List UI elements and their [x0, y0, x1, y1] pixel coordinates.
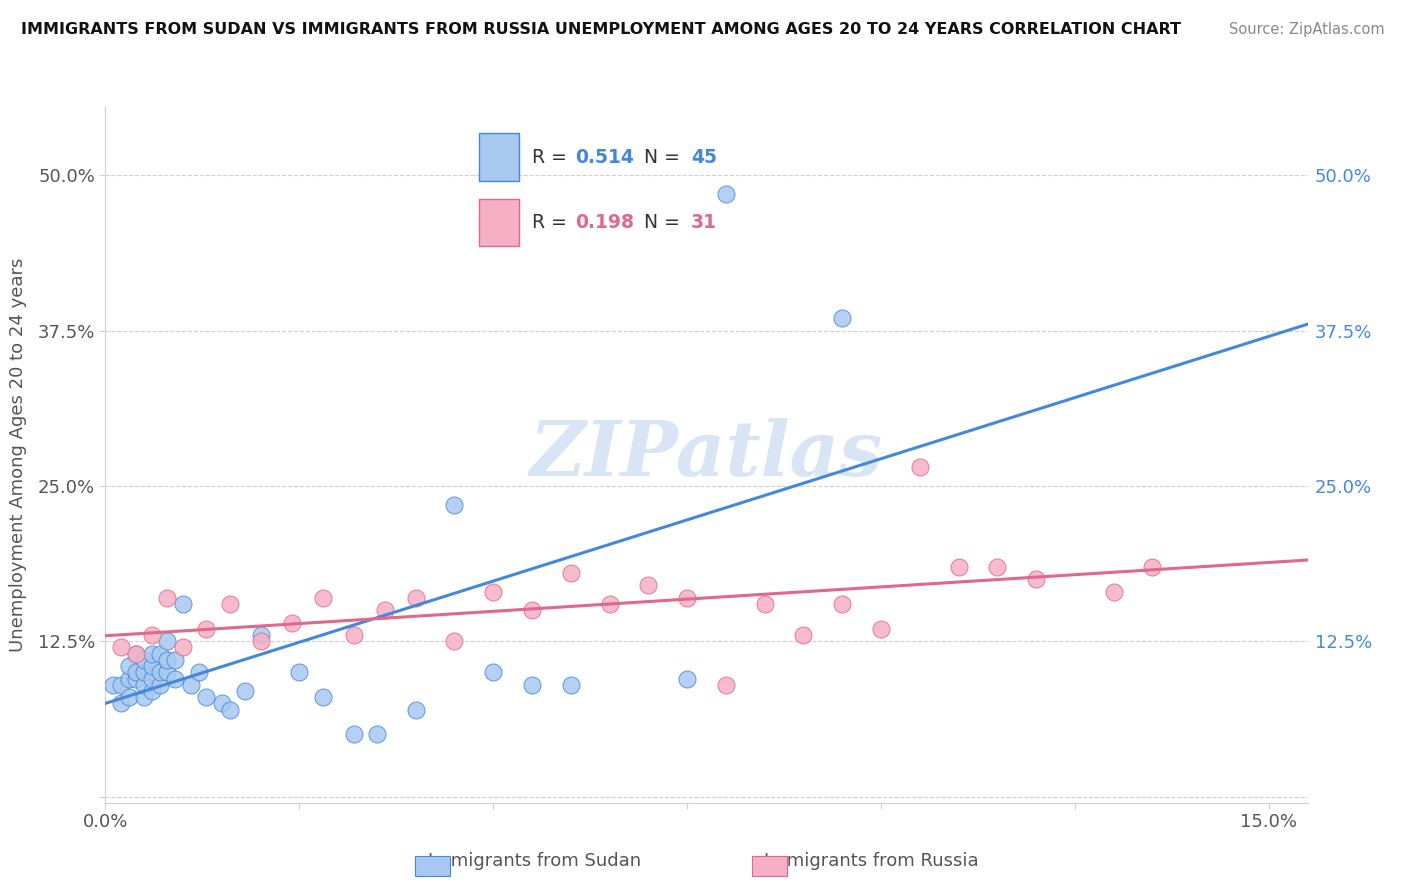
- Point: [405, 703, 427, 717]
- Point: [482, 584, 505, 599]
- Point: [218, 703, 240, 717]
- Point: [366, 727, 388, 741]
- Point: [165, 672, 187, 686]
- Text: Immigrants from Russia: Immigrants from Russia: [765, 852, 979, 870]
- Point: [560, 566, 582, 580]
- Point: [482, 665, 505, 680]
- Point: [948, 559, 970, 574]
- Point: [311, 690, 333, 705]
- Point: [520, 603, 543, 617]
- Point: [187, 665, 209, 680]
- Point: [156, 665, 179, 680]
- Point: [218, 597, 240, 611]
- Point: [280, 615, 302, 630]
- Point: [110, 697, 132, 711]
- Point: [149, 647, 172, 661]
- Point: [831, 311, 853, 326]
- Point: [156, 634, 179, 648]
- Point: [149, 678, 172, 692]
- Point: [560, 678, 582, 692]
- Point: [118, 690, 141, 705]
- Point: [125, 647, 148, 661]
- Point: [443, 498, 465, 512]
- Point: [288, 665, 311, 680]
- Point: [156, 591, 179, 605]
- Point: [134, 690, 156, 705]
- Point: [165, 653, 187, 667]
- Point: [141, 659, 163, 673]
- Point: [195, 690, 218, 705]
- Point: [149, 665, 172, 680]
- Point: [986, 559, 1008, 574]
- Point: [134, 653, 156, 667]
- Point: [520, 678, 543, 692]
- Point: [211, 697, 233, 711]
- Point: [1142, 559, 1164, 574]
- Point: [103, 678, 125, 692]
- Point: [599, 597, 621, 611]
- Point: [311, 591, 333, 605]
- Point: [1102, 584, 1125, 599]
- Point: [118, 672, 141, 686]
- Point: [374, 603, 396, 617]
- Point: [156, 653, 179, 667]
- Point: [134, 665, 156, 680]
- Point: [792, 628, 814, 642]
- Point: [249, 628, 271, 642]
- Point: [443, 634, 465, 648]
- Point: [172, 597, 194, 611]
- Text: IMMIGRANTS FROM SUDAN VS IMMIGRANTS FROM RUSSIA UNEMPLOYMENT AMONG AGES 20 TO 24: IMMIGRANTS FROM SUDAN VS IMMIGRANTS FROM…: [21, 22, 1181, 37]
- Point: [141, 647, 163, 661]
- Point: [714, 678, 737, 692]
- Point: [831, 597, 853, 611]
- Point: [141, 672, 163, 686]
- Text: Source: ZipAtlas.com: Source: ZipAtlas.com: [1229, 22, 1385, 37]
- Point: [172, 640, 194, 655]
- Text: Immigrants from Sudan: Immigrants from Sudan: [427, 852, 641, 870]
- Point: [134, 678, 156, 692]
- Point: [195, 622, 218, 636]
- Point: [180, 678, 202, 692]
- Point: [125, 647, 148, 661]
- Y-axis label: Unemployment Among Ages 20 to 24 years: Unemployment Among Ages 20 to 24 years: [8, 258, 27, 652]
- Point: [676, 672, 699, 686]
- Point: [908, 460, 931, 475]
- Point: [141, 628, 163, 642]
- Point: [405, 591, 427, 605]
- Point: [249, 634, 271, 648]
- Point: [233, 684, 256, 698]
- Point: [125, 672, 148, 686]
- Point: [637, 578, 659, 592]
- Point: [343, 628, 366, 642]
- Point: [676, 591, 699, 605]
- Point: [110, 678, 132, 692]
- Point: [110, 640, 132, 655]
- Point: [754, 597, 776, 611]
- Point: [714, 187, 737, 202]
- Point: [343, 727, 366, 741]
- Text: ZIPatlas: ZIPatlas: [530, 418, 883, 491]
- Point: [118, 659, 141, 673]
- Point: [125, 665, 148, 680]
- Point: [141, 684, 163, 698]
- Point: [1025, 572, 1047, 586]
- Point: [870, 622, 893, 636]
